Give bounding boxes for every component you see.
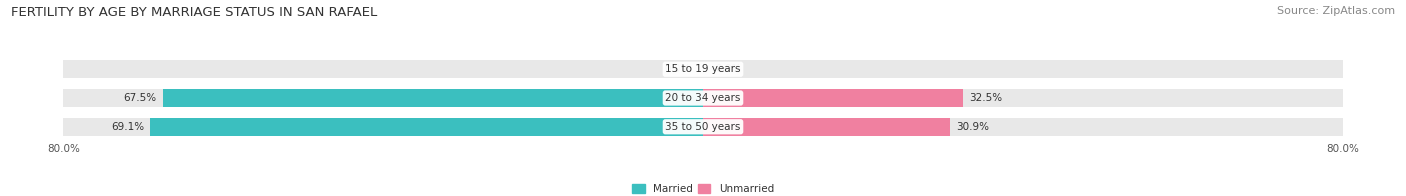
Bar (63, 89, 1343, 107)
Text: 30.9%: 30.9% (956, 122, 990, 132)
Bar (63, 60, 1343, 78)
Text: 69.1%: 69.1% (111, 122, 143, 132)
Text: 67.5%: 67.5% (124, 93, 157, 103)
Text: 35 to 50 years: 35 to 50 years (665, 122, 741, 132)
Bar (150, 118, 703, 136)
Text: 15 to 19 years: 15 to 19 years (665, 64, 741, 74)
Text: FERTILITY BY AGE BY MARRIAGE STATUS IN SAN RAFAEL: FERTILITY BY AGE BY MARRIAGE STATUS IN S… (11, 6, 377, 19)
Text: 20 to 34 years: 20 to 34 years (665, 93, 741, 103)
Text: 0.0%: 0.0% (716, 64, 741, 74)
Bar (63, 118, 1343, 136)
Bar (703, 89, 963, 107)
Bar (703, 118, 950, 136)
Text: Source: ZipAtlas.com: Source: ZipAtlas.com (1277, 6, 1395, 16)
Text: 32.5%: 32.5% (969, 93, 1002, 103)
Text: 0.0%: 0.0% (665, 64, 690, 74)
Bar (163, 89, 703, 107)
Legend: Married, Unmarried: Married, Unmarried (628, 180, 778, 196)
